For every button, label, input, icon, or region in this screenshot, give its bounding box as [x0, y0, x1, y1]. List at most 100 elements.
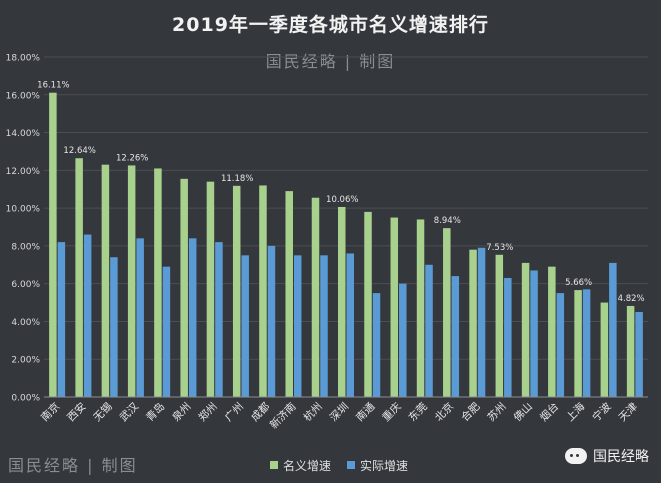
bar-real: [293, 255, 302, 397]
bar-real: [372, 293, 381, 397]
x-tick-label: 北京: [432, 400, 456, 424]
bar-nominal: [469, 249, 477, 397]
bar-real: [425, 264, 433, 397]
bar-real: [57, 242, 66, 397]
data-label: 12.64%: [63, 146, 95, 156]
bar-nominal: [206, 181, 215, 397]
legend-swatch-nominal: [270, 461, 278, 469]
bar-nominal: [548, 266, 556, 397]
bar-nominal: [154, 168, 162, 397]
bar-real: [609, 262, 617, 397]
bar-real: [504, 278, 512, 397]
x-tick-label: 青岛: [143, 400, 167, 424]
bar-real: [451, 276, 460, 397]
x-tick-label: 郑州: [196, 400, 220, 424]
bar-nominal: [364, 211, 372, 397]
y-tick-label: 16.00%: [6, 91, 41, 101]
legend-label-nominal: 名义增速: [283, 458, 332, 473]
x-tick-label: 南京: [38, 400, 62, 424]
y-tick-label: 0.00%: [11, 394, 40, 404]
chart-title: 2019年一季度各城市名义增速排行: [172, 14, 489, 36]
bar-nominal: [390, 217, 399, 397]
bar-real: [110, 257, 118, 397]
data-label: 10.06%: [326, 195, 358, 205]
bar-real: [530, 270, 538, 397]
bar-nominal: [127, 165, 136, 397]
bar-real: [215, 242, 223, 397]
legend-swatch-real: [347, 461, 356, 469]
bar-nominal: [75, 158, 83, 397]
x-tick-label: 泉州: [170, 400, 194, 424]
bar-real: [635, 312, 643, 397]
bar-nominal: [49, 92, 57, 397]
x-tick-label: 天津: [617, 400, 641, 424]
bar-nominal: [416, 219, 425, 397]
x-tick-label: 武汉: [117, 400, 141, 424]
legend-item-nominal: 名义增速: [270, 457, 331, 474]
x-tick-label: 上海: [563, 400, 587, 424]
data-label: 5.66%: [565, 278, 592, 288]
x-tick-label: 宁波: [590, 400, 614, 424]
bar-nominal: [495, 254, 504, 397]
bar-nominal: [259, 185, 267, 397]
x-tick-label: 无锡: [91, 400, 115, 424]
x-tick-label: 深圳: [328, 401, 351, 424]
y-tick-label: 14.00%: [6, 129, 41, 139]
bar-nominal: [574, 290, 582, 397]
data-label: 11.18%: [221, 174, 253, 184]
bar-nominal: [232, 185, 241, 397]
watermark-bottom: 国民经略 | 制图: [8, 456, 138, 475]
bar-nominal: [338, 206, 346, 397]
bar-real: [582, 289, 591, 397]
brand: 国民经略: [565, 446, 649, 466]
y-tick-label: 12.00%: [6, 167, 41, 177]
bar-nominal: [311, 197, 320, 397]
wechat-icon: [565, 448, 587, 464]
bar-real: [320, 255, 328, 397]
y-tick-label: 18.00%: [6, 54, 41, 64]
y-tick-label: 10.00%: [6, 205, 41, 215]
y-tick-label: 6.00%: [11, 280, 40, 290]
x-tick-label: 佛山: [511, 400, 535, 424]
x-tick-label: 苏州: [485, 400, 509, 424]
bar-real: [241, 255, 249, 397]
x-tick-label: 西安: [64, 400, 88, 424]
bar-nominal: [443, 228, 451, 397]
bar-real: [83, 234, 92, 397]
data-label: 7.53%: [486, 243, 513, 253]
legend-item-real: 实际增速: [347, 457, 408, 474]
bar-nominal: [180, 178, 188, 397]
x-tick-label: 东莞: [406, 400, 430, 424]
x-tick-label: 合肥: [458, 400, 482, 424]
bar-real: [477, 247, 486, 397]
legend: 名义增速 实际增速: [270, 456, 424, 474]
bar-nominal: [626, 305, 635, 397]
bar-real: [188, 238, 197, 397]
x-tick-label: 南通: [353, 400, 377, 424]
x-tick-label: 广州: [223, 401, 246, 424]
bar-nominal: [600, 302, 609, 397]
data-label: 16.11%: [37, 81, 69, 91]
bar-nominal: [521, 262, 530, 397]
x-tick-label: 重庆: [380, 400, 404, 424]
data-label: 4.82%: [618, 294, 645, 304]
x-tick-label: 杭州: [301, 400, 325, 424]
bar-nominal: [285, 191, 293, 397]
x-tick-label: 烟台: [537, 400, 561, 424]
bar-real: [346, 253, 354, 397]
x-tick-label: 新济南: [267, 400, 298, 431]
y-tick-label: 8.00%: [11, 242, 40, 252]
brand-label: 国民经略: [593, 449, 649, 465]
data-label: 8.94%: [434, 216, 461, 226]
legend-label-real: 实际增速: [360, 458, 409, 473]
y-tick-label: 4.00%: [11, 318, 40, 328]
data-label: 12.26%: [116, 153, 148, 163]
bar-real: [267, 245, 276, 397]
bar-real: [556, 293, 565, 397]
bar-real: [136, 238, 144, 397]
bar-real: [399, 283, 407, 397]
bar-real: [162, 266, 171, 397]
bar-nominal: [101, 164, 110, 397]
y-tick-label: 2.00%: [11, 356, 40, 366]
